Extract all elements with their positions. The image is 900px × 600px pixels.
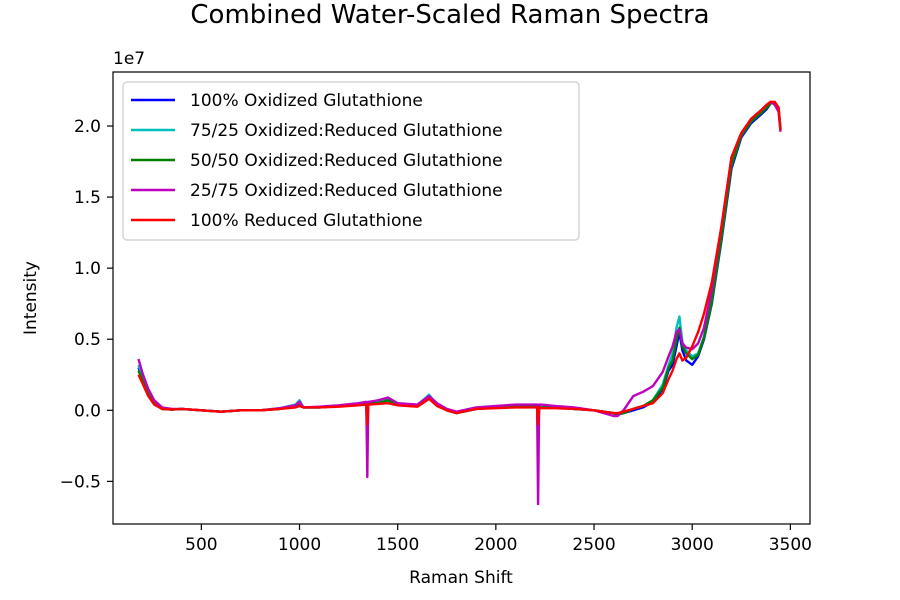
- x-tick-label: 1000: [278, 535, 321, 555]
- y-axis-label: Intensity: [21, 261, 41, 335]
- x-tick-label: 3000: [671, 535, 714, 555]
- legend-label-1: 100% Oxidized Glutathione: [190, 91, 423, 111]
- x-tick-label: 500: [185, 535, 217, 555]
- x-tick-label: 3500: [769, 535, 812, 555]
- legend: 100% Oxidized Glutathione 75/25 Oxidized:…: [122, 81, 580, 241]
- chart-title: Combined Water-Scaled Raman Spectra: [190, 0, 709, 30]
- y-tick-label: 0.0: [74, 401, 101, 421]
- x-tick-label: 2500: [572, 535, 615, 555]
- y-tick-label: 1.0: [74, 259, 101, 279]
- plot-lines: [137, 100, 782, 506]
- y-tick-label: −0.5: [60, 472, 101, 492]
- legend-box: [122, 81, 580, 241]
- legend-label-5: 100% Reduced Glutathione: [190, 211, 423, 231]
- legend-label-3: 50/50 Oxidized:Reduced Glutathione: [190, 151, 503, 171]
- series-line-5: [137, 100, 782, 426]
- y-tick-label: 0.5: [74, 330, 101, 350]
- legend-label-2: 75/25 Oxidized:Reduced Glutathione: [190, 121, 503, 141]
- y-scale-label: 1e7: [113, 49, 145, 69]
- y-axis: −0.5 0.0 0.5 1.0 1.5 2.0: [60, 117, 113, 492]
- x-axis: 500 1000 1500 2000 2500 3000 3500: [185, 524, 812, 555]
- y-tick-label: 1.5: [74, 188, 101, 208]
- plot-frame: [112, 71, 811, 525]
- x-axis-label: Raman Shift: [409, 568, 513, 588]
- x-tick-label: 2000: [474, 535, 517, 555]
- x-tick-label: 1500: [376, 535, 419, 555]
- y-tick-label: 2.0: [74, 117, 101, 137]
- legend-label-4: 25/75 Oxidized:Reduced Glutathione: [190, 181, 503, 201]
